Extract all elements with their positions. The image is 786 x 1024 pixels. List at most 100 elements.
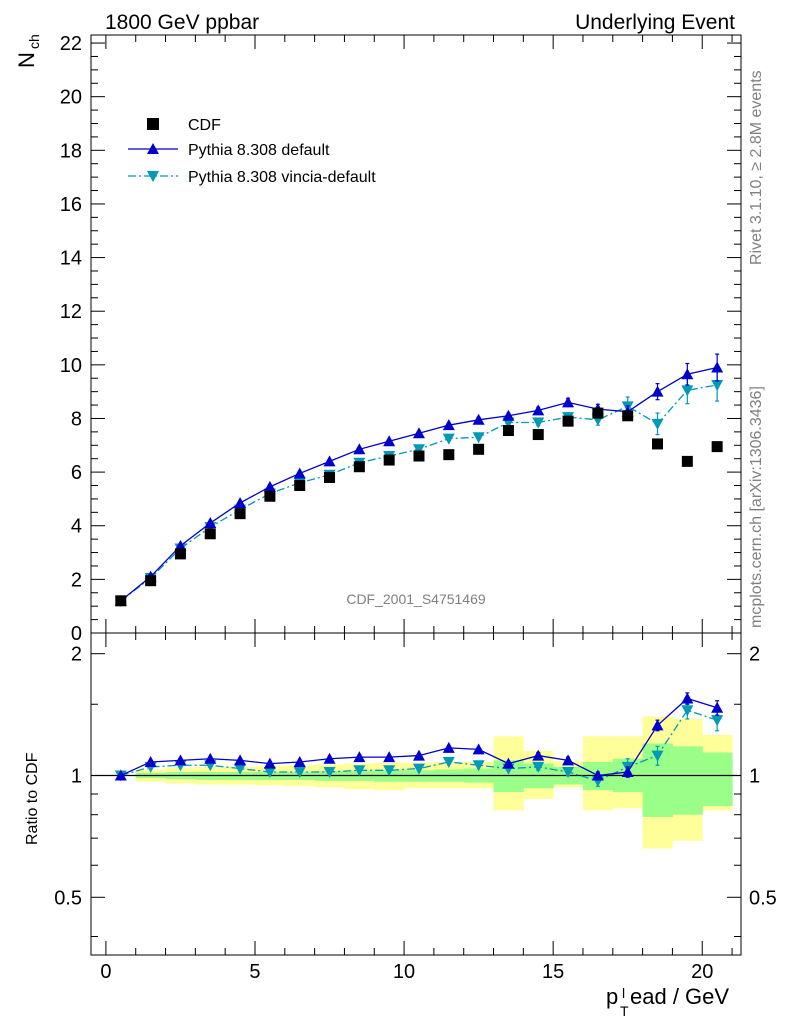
ratio-pythia-default-point: [502, 757, 515, 769]
main-pythia-default-point: [502, 409, 515, 421]
ratio-y-tick-label-left: 0.5: [54, 887, 82, 909]
main-y-tick-label: 22: [60, 33, 82, 55]
ratio-pythia-default-point: [383, 751, 396, 763]
main-series-layer: [114, 353, 724, 607]
ratio-pythia-default-point: [711, 701, 724, 713]
main-y-tick-label: 10: [60, 355, 82, 377]
ratio-band-green: [672, 746, 703, 815]
ratio-pythia-default-point: [681, 692, 694, 704]
x-label-rest: ead / GeV: [630, 984, 729, 1009]
x-axis-label: p T l ead / GeV: [606, 984, 729, 1019]
ratio-pythia-default-point: [174, 754, 187, 766]
main-y-tick-label: 20: [60, 87, 82, 109]
main-cdf-point: [324, 471, 336, 483]
main-pythia-default-point: [472, 413, 485, 425]
main-cdf-point: [711, 441, 723, 453]
ratio-vincia-point: [293, 767, 306, 779]
ratio-ticks: 0.5 0.51 12 20 5 10 15 20: [54, 633, 777, 983]
ratio-pythia-default-point: [472, 743, 485, 755]
ratio-pythia-default-point: [651, 719, 664, 731]
main-pythia-default-point: [263, 480, 276, 492]
ratio-pythia-default-point: [353, 751, 366, 763]
ratio-pythia-default-point: [442, 741, 455, 753]
main-cdf-point: [264, 490, 276, 502]
main-panel: 0 2 4 6 8 10 12 14 16 18 20 22 CDF_2001_S4751469: [60, 33, 742, 645]
main-cdf-point: [473, 443, 485, 455]
main-cdf-point: [145, 575, 157, 587]
y-label-sub: ch: [26, 34, 42, 49]
legend-label-cdf: CDF: [188, 117, 221, 134]
main-cdf-point: [413, 450, 425, 462]
legend-marker-pythia-vincia: [147, 171, 159, 182]
ratio-band-green: [702, 752, 733, 807]
ratio-vincia-point: [412, 763, 425, 775]
main-y-tick-label: 2: [71, 569, 82, 591]
main-cdf-point: [234, 508, 246, 520]
main-pythia-default-point: [234, 496, 247, 508]
main-pythia-default-point: [204, 517, 217, 529]
ratio-y-tick-label-right: 1: [749, 765, 760, 787]
main-vincia-point: [651, 418, 664, 430]
ratio-vincia-point: [651, 750, 664, 762]
ratio-vincia-point: [383, 765, 396, 777]
main-ticks: 0 2 4 6 8 10 12 14 16 18 20 22: [60, 33, 741, 645]
ratio-x-tick-label: 15: [542, 961, 564, 983]
main-pythia-default-point: [323, 455, 336, 467]
main-pythia-default-point: [293, 467, 306, 479]
ratio-vincia-point: [442, 756, 455, 768]
ratio-vincia-point: [353, 765, 366, 777]
main-vincia-point: [681, 385, 694, 397]
main-pythia-default-point: [412, 427, 425, 439]
legend-label-pythia-default: Pythia 8.308 default: [188, 142, 330, 159]
x-label-sub: T: [620, 1003, 629, 1019]
main-vincia-point: [442, 433, 455, 445]
ratio-bands: [135, 716, 733, 849]
main-cdf-point: [652, 438, 664, 450]
main-pythia-default-point: [532, 404, 545, 416]
main-y-tick-label: 0: [71, 623, 82, 645]
rivet-version-label: Rivet 3.1.10, ≥ 2.8M events: [748, 70, 765, 265]
ratio-pythia-default-point: [532, 749, 545, 761]
ratio-pythia-default-point: [204, 752, 217, 764]
main-cdf-point: [562, 415, 574, 427]
main-pythia-default-point: [383, 435, 396, 447]
ratio-y-tick-label-right: 0.5: [749, 887, 777, 909]
x-label-main: p: [606, 984, 618, 1009]
ratio-vincia-point: [234, 763, 247, 775]
ratio-pythia-default-point: [323, 752, 336, 764]
main-y-label: N ch: [14, 34, 42, 68]
ratio-panel: 0.5 0.51 12 20 5 10 15 20: [54, 632, 777, 983]
ratio-pythia-default-point: [591, 769, 604, 781]
legend-marker-cdf: [147, 118, 159, 130]
ratio-x-tick-label: 10: [393, 961, 415, 983]
ratio-pythia-default-point: [621, 766, 634, 778]
ratio-series-layer: [114, 692, 724, 787]
main-pythia-default-point: [711, 361, 724, 373]
ratio-pythia-default-point: [293, 755, 306, 767]
ratio-y-label: Ratio to CDF: [24, 752, 41, 845]
ratio-pythia-default-point: [562, 754, 575, 766]
legend-label-pythia-vincia: Pythia 8.308 vincia-default: [188, 169, 376, 186]
main-vincia-point: [472, 432, 485, 444]
plot-title-right: Underlying Event: [575, 11, 735, 34]
main-y-tick-label: 8: [71, 408, 82, 430]
main-vincia-point: [412, 444, 425, 456]
analysis-watermark: CDF_2001_S4751469: [346, 591, 486, 607]
main-vincia-point: [711, 379, 724, 391]
main-pythia-default-point: [562, 396, 575, 408]
main-cdf-point: [174, 548, 186, 560]
ratio-pythia-default-point: [234, 754, 247, 766]
main-cdf-point: [681, 455, 693, 467]
ratio-y-tick-label-left: 2: [71, 644, 82, 666]
main-cdf-point: [532, 429, 544, 441]
legend: CDF Pythia 8.308 default Pythia 8.308 vi…: [128, 117, 376, 186]
main-pythia-default-point: [681, 368, 694, 380]
ratio-vincia-point: [263, 767, 276, 779]
main-pythia-default-point: [651, 385, 664, 397]
main-cdf-point: [383, 454, 395, 466]
main-cdf-point: [622, 410, 634, 422]
main-cdf-point: [115, 595, 127, 607]
main-cdf-point: [353, 461, 365, 473]
y-label-main: N: [14, 52, 39, 68]
